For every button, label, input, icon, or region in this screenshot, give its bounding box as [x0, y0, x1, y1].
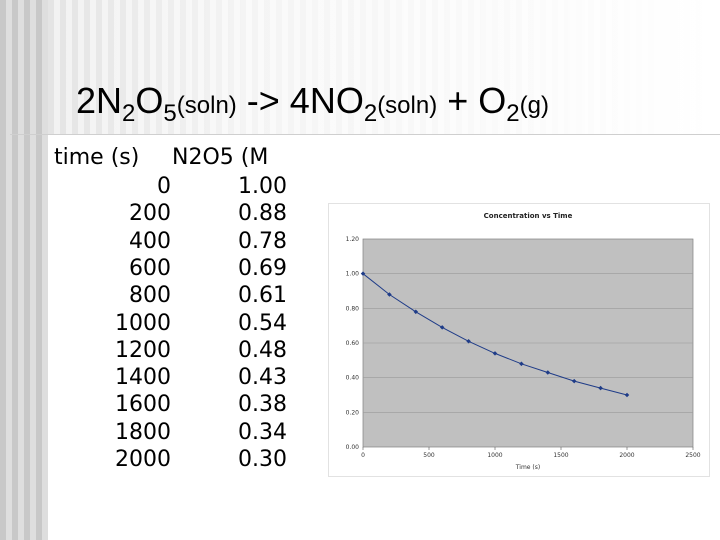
table-cell-concentration: 0.34: [238, 419, 287, 445]
x-tick-label: 2000: [619, 452, 634, 459]
table-cell-concentration: 0.54: [238, 310, 287, 336]
title-coef-2: 4: [289, 80, 310, 121]
table-cell-concentration: 1.00: [238, 174, 287, 199]
data-point: [439, 325, 445, 330]
table-cell-time: 1600: [115, 392, 171, 418]
title-o2: O: [478, 80, 507, 121]
y-tick-label: 0.20: [346, 409, 360, 416]
y-tick-label: 0.80: [346, 305, 360, 312]
data-point: [624, 392, 630, 398]
table-cell-time: 0: [157, 174, 171, 199]
title-n: N: [96, 80, 123, 121]
table-cell-time: 1800: [115, 419, 171, 445]
title-divider: [10, 134, 720, 135]
data-point: [492, 351, 498, 356]
table-cell-concentration: 0.78: [238, 228, 287, 254]
y-tick-label: 0.60: [346, 340, 360, 347]
title-state-3: (g): [519, 92, 549, 119]
title-sub-o: 5: [163, 100, 177, 127]
table-cell-concentration: 0.88: [238, 201, 287, 227]
title-sub-n: 2: [122, 100, 136, 127]
title-arrow: ->: [236, 80, 290, 121]
background-stripe-left: [0, 0, 48, 540]
title-state-1: (soln): [176, 92, 237, 119]
table-header-conc: N2O5 (M: [172, 145, 269, 170]
table-header-time: time (s): [54, 145, 140, 170]
x-tick-label: 1000: [487, 452, 502, 459]
concentration-chart: 0.00 0.20 0.40 0.60 0.80 1.00 1.20 0 500 1000 1500…: [346, 212, 701, 471]
table-cell-concentration: 0.38: [238, 392, 287, 418]
table-cell-time: 800: [129, 283, 171, 309]
data-point: [545, 370, 551, 375]
data-point: [466, 339, 471, 344]
table-cell-concentration: 0.30: [238, 447, 287, 472]
x-tick-label: 2500: [685, 452, 700, 459]
table-cell-concentration: 0.43: [238, 365, 287, 391]
y-tick-label: 1.20: [346, 236, 360, 243]
slide-title: 2N2O5(soln) -> 4NO2(soln) + O2(g): [76, 80, 549, 126]
title-sub-no: 2: [363, 100, 378, 127]
table-cell-concentration: 0.61: [238, 283, 287, 309]
title-sub-o2: 2: [506, 100, 520, 127]
table-cell-time: 2000: [115, 447, 171, 472]
background-fade: [48, 0, 720, 135]
table-cell-time: 600: [129, 255, 171, 281]
table-cell-time: 1200: [115, 337, 171, 363]
y-tick-label: 0.40: [346, 375, 360, 382]
y-tick-label: 1.00: [346, 271, 360, 278]
table-cell-time: 200: [129, 201, 171, 227]
y-tick-label: 0.00: [346, 444, 360, 451]
x-axis-label: Time (s): [515, 464, 540, 471]
table-cell-concentration: 0.48: [238, 337, 287, 363]
title-o: O: [135, 80, 164, 121]
data-table: time (s) N2O5 (M 0 1.00 200 0.88 400 0.78 600 0…: [44, 144, 299, 474]
title-coef-1: 2: [76, 80, 97, 121]
x-tick-label: 1500: [553, 452, 568, 459]
table-cell-concentration: 0.69: [238, 255, 287, 281]
title-state-2: (soln): [377, 92, 438, 119]
title-plus: +: [437, 80, 479, 121]
chart-title: Concentration vs Time: [484, 212, 573, 220]
x-tick-label: 0: [361, 452, 365, 459]
title-no: NO: [309, 80, 364, 121]
table-cell-time: 400: [129, 228, 171, 254]
table-cell-time: 1000: [115, 310, 171, 336]
x-tick-label: 500: [423, 452, 435, 459]
table-cell-time: 1400: [115, 365, 171, 391]
